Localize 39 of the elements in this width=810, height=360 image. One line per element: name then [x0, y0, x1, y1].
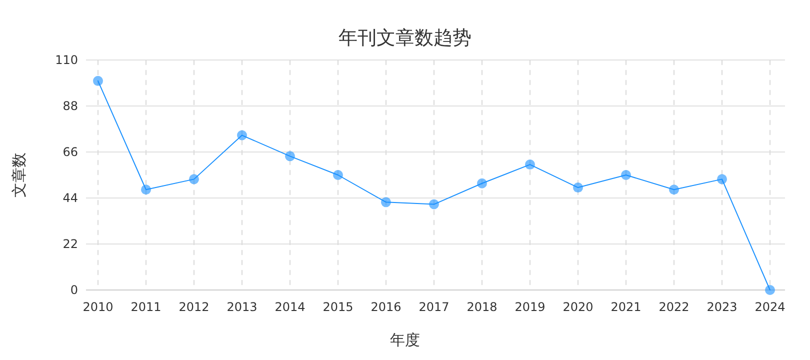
- point: [717, 174, 727, 184]
- point: [141, 184, 151, 195]
- x-tick-label: 2011: [130, 300, 162, 314]
- x-tick-label: 2010: [82, 300, 114, 314]
- point: [429, 199, 439, 210]
- x-tick-label: 2014: [274, 300, 306, 314]
- y-tick-label: 0: [70, 283, 78, 297]
- y-tick-label: 22: [62, 237, 78, 251]
- x-tick-label: 2024: [754, 300, 786, 314]
- point: [93, 76, 103, 86]
- y-tick-label: 88: [62, 99, 78, 113]
- x-axis-title: 年度: [390, 331, 420, 349]
- x-tick-label: 2013: [226, 300, 258, 314]
- x-tick-label: 2012: [178, 300, 210, 314]
- x-tick-label: 2015: [322, 300, 354, 314]
- point: [189, 174, 199, 184]
- y-tick-label: 110: [55, 53, 78, 67]
- point: [621, 170, 631, 180]
- point: [333, 170, 343, 180]
- point: [669, 184, 679, 195]
- point: [477, 178, 487, 188]
- point: [765, 285, 775, 295]
- x-tick-label: 2023: [706, 300, 738, 314]
- point: [237, 130, 247, 140]
- y-tick-label: 66: [62, 145, 78, 159]
- point: [525, 160, 535, 170]
- point: [573, 182, 583, 193]
- x-tick-label: 2016: [370, 300, 402, 314]
- x-tick-label: 2021: [610, 300, 642, 314]
- x-tick-label: 2019: [514, 300, 546, 314]
- x-tick-label: 2022: [658, 300, 690, 314]
- point: [381, 197, 391, 208]
- chart-title: 年刊文章数趋势: [338, 27, 472, 49]
- x-tick-label: 2018: [466, 300, 498, 314]
- x-tick-label: 2017: [418, 300, 450, 314]
- y-tick-label: 44: [62, 191, 78, 205]
- y-axis-title: 文章数: [10, 152, 28, 198]
- x-tick-label: 2020: [562, 300, 594, 314]
- point: [285, 151, 295, 162]
